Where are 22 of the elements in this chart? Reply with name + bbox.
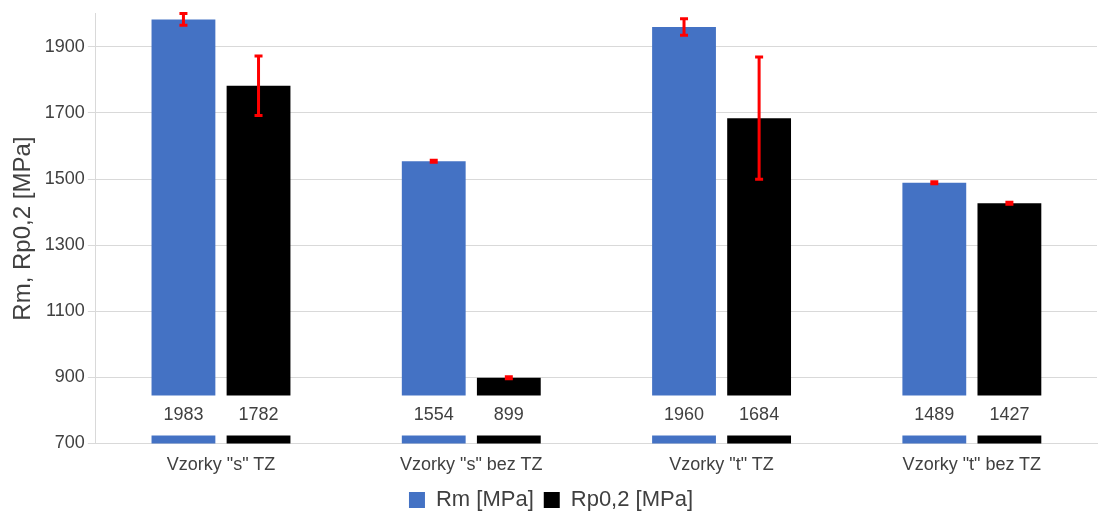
y-tick-label: 700 [54,432,85,453]
data-label: 1427 [989,404,1030,425]
x-tick-label: Vzorky "t" TZ [669,454,774,475]
data-label: 1782 [238,404,279,425]
y-tick-label: 1900 [44,35,85,56]
y-tick-label: 900 [54,366,85,387]
data-label: 1983 [163,404,204,425]
data-label: 1554 [413,404,454,425]
y-tick-label: 1300 [44,234,85,255]
legend-label: Rp0,2 [MPa] [570,486,694,512]
x-tick-label: Vzorky "s" bez TZ [400,454,543,475]
y-tick-label: 1500 [44,168,85,188]
legend-label: Rm [MPa] [435,486,534,512]
data-label: 1489 [914,404,955,425]
y-axis-title: Rm, Rp0,2 [MPa] [8,136,36,321]
x-tick-label: Vzorky "s" TZ [166,454,276,475]
x-tick-label: Vzorky "t" bez TZ [902,454,1042,475]
y-tick-label: 1100 [46,300,85,321]
y-tick-label: 1700 [44,101,85,122]
data-label: 1684 [739,404,780,425]
data-label: 899 [493,404,524,425]
data-label: 1960 [664,404,705,425]
